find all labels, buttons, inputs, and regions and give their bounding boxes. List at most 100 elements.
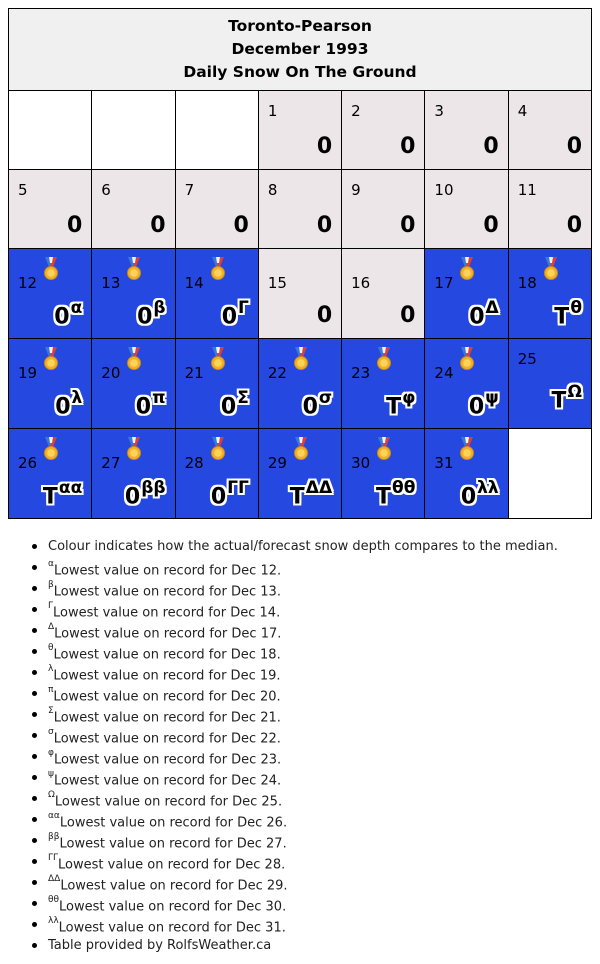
day-cell: 21 0Σ: [174, 338, 259, 429]
medal-icon: [123, 347, 145, 371]
day-cell: 18 Tθ: [507, 248, 593, 339]
medal-icon: [373, 347, 395, 371]
day-cell: 10 0: [424, 169, 509, 249]
record-mark: β: [153, 297, 166, 318]
snow-value: 0σ: [302, 387, 333, 419]
snow-value: 0: [316, 303, 333, 328]
day-cell: 26 Tαα: [7, 428, 93, 519]
snow-value: Tθθ: [376, 477, 416, 509]
snow-value: 0: [566, 134, 582, 159]
snow-value: 0: [483, 134, 499, 159]
day-number: 29: [267, 454, 287, 472]
day-number: 25: [517, 350, 537, 368]
record-mark: λ: [71, 387, 83, 408]
day-number: 26: [18, 454, 38, 472]
day-number: 22: [267, 364, 287, 382]
snow-value: 0λλ: [460, 477, 499, 509]
legend-note: Colour indicates how the actual/forecast…: [32, 536, 558, 557]
empty-cell: [91, 90, 176, 170]
day-number: 31: [434, 454, 454, 472]
footnote: λLowest value on record for Dec 19.: [32, 662, 558, 683]
record-mark: θ: [570, 297, 582, 318]
day-number: 15: [267, 274, 287, 292]
record-mark: Ω: [567, 381, 582, 402]
empty-cell: [7, 90, 93, 170]
snow-value: 0Γ: [221, 297, 249, 329]
footnote: βLowest value on record for Dec 13.: [32, 578, 558, 599]
snow-value: 0: [150, 213, 166, 238]
day-cell: 14 0Γ: [174, 248, 259, 339]
snow-value: Tαα: [42, 477, 83, 509]
day-number: 30: [351, 454, 371, 472]
snow-value: 0π: [135, 387, 166, 419]
day-number: 27: [101, 454, 121, 472]
day-cell: 22 0σ: [257, 338, 343, 429]
day-cell: 16 0: [341, 248, 426, 339]
day-number: 23: [351, 364, 371, 382]
day-number: 6: [101, 181, 111, 199]
day-number: 9: [351, 181, 361, 199]
medal-icon: [207, 437, 229, 461]
medal-icon: [40, 347, 62, 371]
footnote: ααLowest value on record for Dec 26.: [32, 809, 558, 830]
day-number: 7: [184, 181, 195, 199]
footnotes-list: Colour indicates how the actual/forecast…: [32, 536, 558, 956]
snow-value: 0: [400, 303, 416, 328]
record-mark: σ: [318, 387, 333, 408]
medal-icon: [207, 347, 229, 371]
record-mark: ββ: [141, 477, 166, 498]
day-cell: 31 0λλ: [424, 428, 509, 519]
day-number: 20: [101, 364, 121, 382]
snow-value: 0: [233, 213, 249, 238]
record-mark: ΔΔ: [305, 477, 333, 498]
footnote: λλLowest value on record for Dec 31.: [32, 914, 558, 935]
record-mark: λλ: [477, 477, 499, 498]
medal-icon: [290, 347, 312, 371]
footnote: φLowest value on record for Dec 23.: [32, 746, 558, 767]
record-mark: φ: [402, 387, 416, 408]
footnote: θLowest value on record for Dec 18.: [32, 641, 558, 662]
footnote: ΓLowest value on record for Dec 14.: [32, 599, 558, 620]
day-cell: 12 0α: [7, 248, 93, 339]
record-mark: ψ: [485, 387, 499, 408]
station-title: Toronto-Pearson: [228, 17, 372, 35]
snow-value: 0β: [137, 297, 166, 329]
snow-value: 0: [566, 213, 582, 238]
day-cell: 27 0ββ: [91, 428, 176, 519]
medal-icon: [40, 437, 62, 461]
day-cell: 13 0β: [91, 248, 176, 339]
record-mark: Σ: [237, 387, 249, 408]
medal-icon: [456, 437, 478, 461]
calendar-header: Toronto-Pearson December 1993 Daily Snow…: [8, 8, 592, 91]
day-cell: 23 Tφ: [341, 338, 426, 429]
record-mark: αα: [58, 477, 83, 498]
footnote: ΩLowest value on record for Dec 25.: [32, 788, 558, 809]
snow-value: 0ΓΓ: [210, 477, 249, 509]
record-mark: α: [70, 297, 83, 318]
empty-cell: [174, 90, 259, 170]
footnote: σLowest value on record for Dec 22.: [32, 725, 558, 746]
snow-value: 0Σ: [220, 387, 249, 419]
record-mark: Δ: [485, 297, 499, 318]
footnote: ΔLowest value on record for Dec 17.: [32, 620, 558, 641]
medal-icon: [540, 257, 562, 281]
snow-value: 0: [316, 213, 333, 238]
snow-calendar: Toronto-Pearson December 1993 Daily Snow…: [7, 8, 593, 519]
snow-value: 0α: [54, 297, 83, 329]
day-number: 28: [184, 454, 204, 472]
snow-value: 0: [400, 134, 416, 159]
medal-icon: [207, 257, 229, 281]
footnote: ΔΔLowest value on record for Dec 29.: [32, 872, 558, 893]
day-number: 1: [267, 102, 278, 120]
footnote: θθLowest value on record for Dec 30.: [32, 893, 558, 914]
snow-value: 0Δ: [469, 297, 499, 329]
day-number: 14: [184, 274, 204, 292]
snow-value: 0: [316, 134, 333, 159]
day-number: 5: [18, 181, 28, 199]
